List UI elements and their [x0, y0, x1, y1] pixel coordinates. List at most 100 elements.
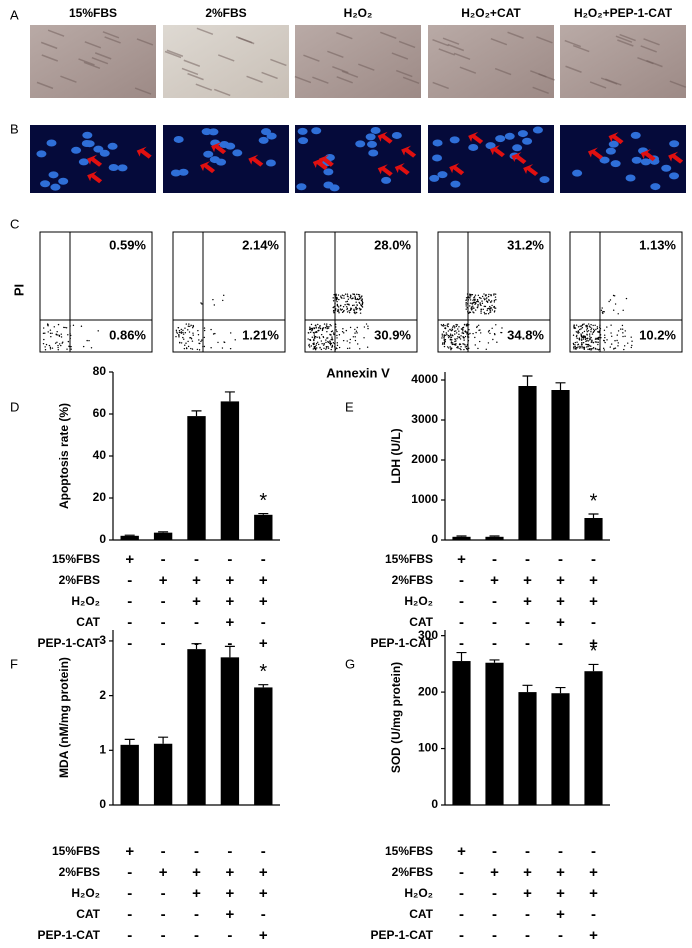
event-dot [447, 330, 450, 332]
event-dot [82, 345, 85, 348]
event-dot [312, 348, 314, 350]
event-dot [443, 339, 446, 342]
event-dot [449, 338, 452, 341]
arrow [489, 145, 505, 158]
condition-sign: - [161, 885, 166, 902]
flow-percent: 1.21% [242, 327, 279, 342]
cell-shape [646, 59, 663, 68]
event-dot [480, 310, 482, 312]
event-dot [184, 344, 186, 346]
cell-shape [438, 48, 456, 56]
event-dot [192, 334, 194, 336]
condition-sign: - [591, 843, 596, 860]
condition-sign: + [125, 843, 134, 860]
event-dot [444, 339, 447, 341]
event-dot [176, 332, 179, 334]
event-dot [363, 326, 366, 328]
event-dot [80, 325, 83, 327]
error-bar [456, 651, 467, 662]
event-dot [442, 325, 445, 327]
event-dot [179, 331, 181, 334]
cell-shape [261, 71, 278, 80]
event-dot [480, 308, 482, 310]
event-dot [321, 343, 323, 345]
event-dot [494, 293, 497, 295]
event-dot [451, 339, 453, 341]
event-dot [332, 342, 335, 344]
error-bar [124, 534, 135, 536]
event-dot [458, 337, 460, 339]
event-dot [471, 303, 473, 305]
nucleus [450, 180, 461, 188]
condition-sign: - [161, 551, 166, 568]
event-dot [178, 336, 180, 338]
event-dot [346, 307, 349, 310]
event-dot [573, 326, 575, 328]
event-dot [358, 295, 361, 298]
nucleus [178, 168, 189, 176]
event-dot [442, 323, 445, 326]
event-dot [592, 347, 594, 350]
event-dot [334, 295, 336, 297]
event-dot [184, 332, 187, 334]
event-dot [590, 327, 593, 329]
event-dot [487, 342, 490, 344]
event-dot [579, 328, 581, 331]
condition-label: 15%FBS [52, 844, 100, 858]
event-dot [210, 347, 212, 349]
event-dot [465, 305, 467, 307]
event-dot [451, 328, 453, 330]
event-dot [349, 342, 351, 344]
event-dot [455, 340, 457, 342]
event-dot [230, 332, 232, 334]
event-dot [464, 335, 467, 338]
condition-sign: - [227, 635, 232, 652]
y-tick-label: 80 [93, 364, 107, 378]
event-dot [319, 325, 321, 327]
nucleus [366, 140, 377, 148]
event-dot [486, 301, 489, 303]
arrow [377, 164, 393, 177]
event-dot [597, 331, 600, 333]
event-dot [599, 329, 601, 331]
event-dot [311, 336, 313, 338]
event-dot [598, 330, 601, 332]
condition-sign: - [492, 906, 497, 923]
event-dot [355, 311, 357, 314]
bar [551, 693, 570, 805]
event-dot [175, 335, 177, 338]
event-dot [602, 311, 604, 313]
event-dot [612, 309, 615, 311]
condition-sign: + [259, 593, 268, 610]
event-dot [480, 312, 482, 314]
nucleus [437, 171, 448, 179]
event-dot [187, 340, 189, 343]
event-dot [42, 342, 45, 345]
condition-sign: - [161, 906, 166, 923]
event-dot [486, 308, 489, 310]
event-dot [476, 306, 479, 309]
event-dot [367, 325, 369, 327]
bar [584, 518, 603, 540]
cell-shape [432, 38, 449, 47]
condition-label: 15%FBS [52, 552, 100, 566]
cell-shape [507, 31, 524, 39]
event-dot [596, 326, 599, 328]
event-dot [332, 297, 334, 299]
cell-shape [332, 66, 349, 74]
event-dot [616, 334, 618, 336]
event-dot [333, 312, 335, 314]
event-dot [581, 332, 584, 334]
event-dot [361, 303, 364, 306]
event-dot [608, 300, 610, 303]
significance-mark: * [259, 661, 267, 683]
event-dot [315, 327, 317, 329]
event-dot [587, 344, 589, 346]
y-tick-label: 300 [418, 628, 438, 642]
condition-sign: + [589, 927, 598, 944]
nucleus [323, 168, 334, 176]
event-dot [456, 338, 458, 340]
event-dot [489, 308, 491, 310]
event-dot [223, 294, 225, 297]
